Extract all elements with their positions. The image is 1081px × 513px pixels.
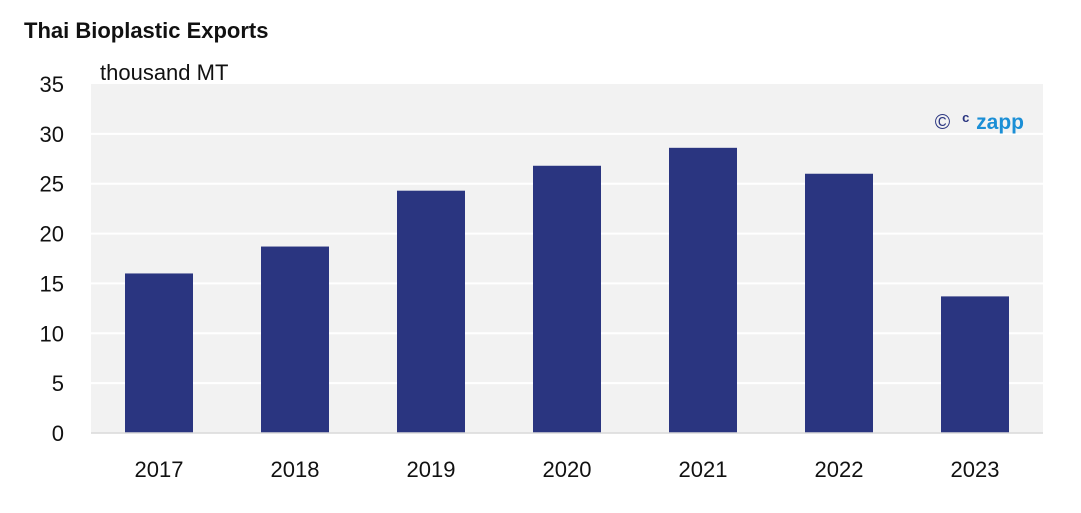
x-tick-label: 2020 [543,457,592,482]
y-tick-label: 10 [40,321,64,346]
czapp-watermark: © c zapp [935,104,1024,134]
y-tick-label: 0 [52,421,64,446]
y-tick-label: 25 [40,172,64,197]
copyright-icon: © [935,111,951,134]
bar-2019 [397,190,465,433]
y-tick-label: 15 [40,271,64,296]
y-tick-label: 20 [40,222,64,247]
x-tick-label: 2021 [679,457,728,482]
y-axis-unit-label: thousand MT [100,60,228,85]
watermark-text: zapp [976,111,1024,134]
bar-2018 [261,246,329,433]
x-tick-label: 2017 [135,457,184,482]
bar-2023 [941,296,1009,433]
y-tick-label: 35 [40,72,64,97]
bar-2017 [125,273,193,433]
bar-2020 [533,165,601,433]
y-tick-label: 5 [52,371,64,396]
chart-title: Thai Bioplastic Exports [24,18,269,43]
bars [125,147,1009,433]
y-tick-label: 30 [40,122,64,147]
bar-2021 [669,147,737,433]
bar-2022 [805,173,873,433]
x-tick-labels: 2017 2018 2019 2020 2021 2022 2023 [135,457,1000,482]
x-tick-label: 2023 [951,457,1000,482]
x-tick-label: 2018 [271,457,320,482]
x-tick-label: 2019 [407,457,456,482]
x-tick-label: 2022 [815,457,864,482]
watermark-superscript: c [962,110,969,125]
y-tick-labels: 0 5 10 15 20 25 30 35 [40,72,64,446]
